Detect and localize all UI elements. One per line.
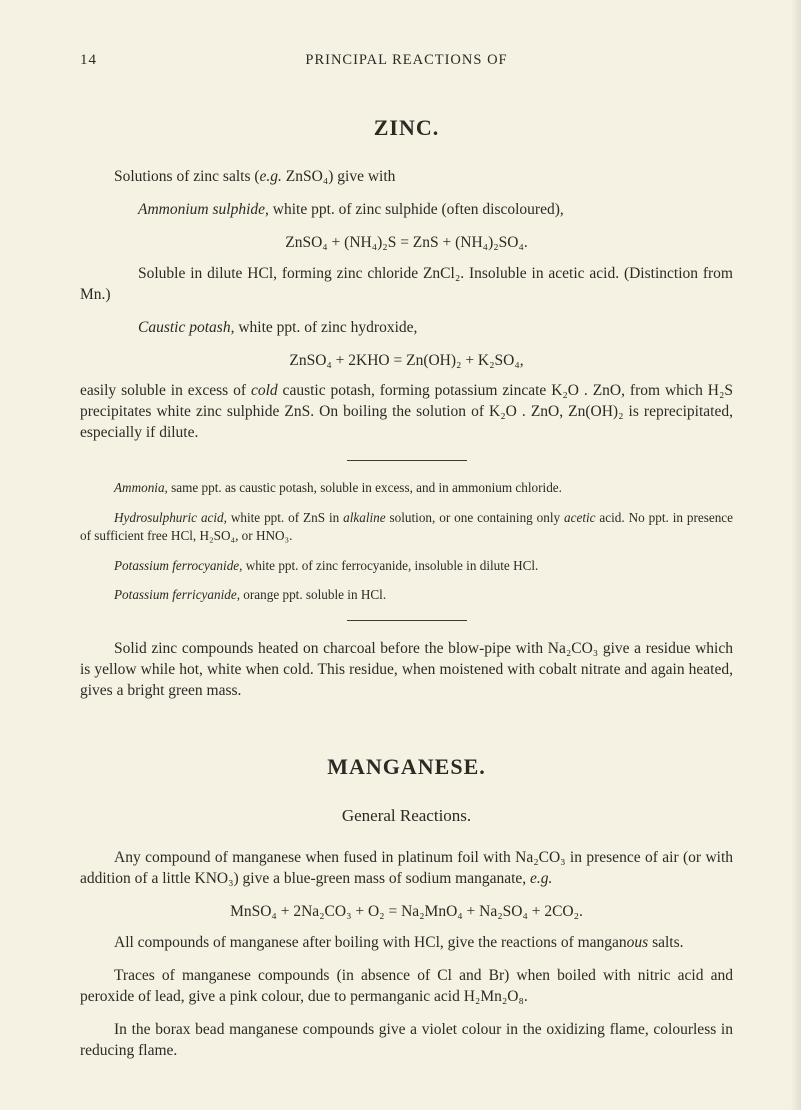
manganese-p1: Any compound of manganese when fused in … [80, 848, 733, 890]
text: orange ppt. soluble in HCl. [240, 587, 386, 602]
text: white ppt. of zinc hydroxide, [234, 319, 417, 336]
page-number: 14 [80, 52, 116, 69]
spacer [80, 714, 733, 744]
manganese-eq1: MnSO₄ + 2Na₂CO₃ + O₂ = Na₂MnO₄ + Na₂SO₄ … [80, 902, 733, 923]
manganese-p2: All compounds of manganese after boiling… [80, 933, 733, 954]
zinc-s3: Potassium ferrocyanide, white ppt. of zi… [80, 557, 733, 575]
text-italic: Ammonium sulphide, [138, 201, 269, 218]
text: Solutions of zinc salts ( [114, 168, 260, 185]
text-italic: Caustic potash, [138, 319, 234, 336]
page: 14 PRINCIPAL REACTIONS OF ZINC. Solution… [0, 0, 801, 1110]
running-head: PRINCIPAL REACTIONS OF [116, 52, 697, 69]
manganese-subtitle: General Reactions. [80, 806, 733, 826]
text-italic: ous [627, 934, 649, 951]
page-edge-shade [791, 0, 801, 1110]
manganese-p4: In the borax bead manganese compounds gi… [80, 1020, 733, 1062]
text: All compounds of manganese after boiling… [114, 934, 627, 951]
text-italic: Hydrosulphuric acid, [114, 510, 227, 525]
separator [347, 460, 467, 461]
text-italic: Potassium ferricyanide, [114, 587, 240, 602]
zinc-smalltext: Ammonia, same ppt. as caustic potash, so… [80, 479, 733, 604]
manganese-title: MANGANESE. [80, 754, 733, 780]
text-italic: cold [251, 382, 278, 399]
zinc-s2: Hydrosulphuric acid, white ppt. of ZnS i… [80, 509, 733, 545]
text: white ppt. of ZnS in [227, 510, 343, 525]
zinc-p5: easily soluble in excess of cold caustic… [80, 381, 733, 444]
text: white ppt. of zinc sulphide (often disco… [269, 201, 564, 218]
text: easily soluble in excess of [80, 382, 251, 399]
text-italic: e.g. [530, 870, 552, 887]
zinc-s4: Potassium ferricyanide, orange ppt. solu… [80, 586, 733, 604]
zinc-p3: Soluble in dilute HCl, forming zinc chlo… [80, 264, 733, 306]
text: Any compound of manganese when fused in … [80, 849, 733, 887]
zinc-p1: Solutions of zinc salts (e.g. ZnSO₄) giv… [80, 167, 733, 188]
text: same ppt. as caustic potash, soluble in … [168, 480, 562, 495]
zinc-title: ZINC. [80, 115, 733, 141]
text: ZnSO₄) give with [282, 168, 395, 185]
separator [347, 620, 467, 621]
text: salts. [648, 934, 683, 951]
text-italic: e.g. [260, 168, 282, 185]
text: solution, or one containing only [386, 510, 564, 525]
text: white ppt. of zinc ferrocyanide, insolub… [242, 558, 538, 573]
zinc-p4: Caustic potash, white ppt. of zinc hydro… [80, 318, 733, 339]
zinc-p6: Solid zinc compounds heated on charcoal … [80, 639, 733, 702]
zinc-p2: Ammonium sulphide, white ppt. of zinc su… [80, 200, 733, 221]
text-italic: alkaline [343, 510, 385, 525]
text-italic: Ammonia, [114, 480, 168, 495]
text-italic: Potassium ferrocyanide, [114, 558, 242, 573]
zinc-eq1: ZnSO₄ + (NH₄)₂S = ZnS + (NH₄)₂SO₄. [80, 233, 733, 254]
zinc-eq2: ZnSO₄ + 2KHO = Zn(OH)₂ + K₂SO₄, [80, 351, 733, 372]
manganese-p3: Traces of manganese compounds (in absenc… [80, 966, 733, 1008]
text-italic: acetic [564, 510, 595, 525]
zinc-s1: Ammonia, same ppt. as caustic potash, so… [80, 479, 733, 497]
header-row: 14 PRINCIPAL REACTIONS OF [80, 52, 733, 69]
